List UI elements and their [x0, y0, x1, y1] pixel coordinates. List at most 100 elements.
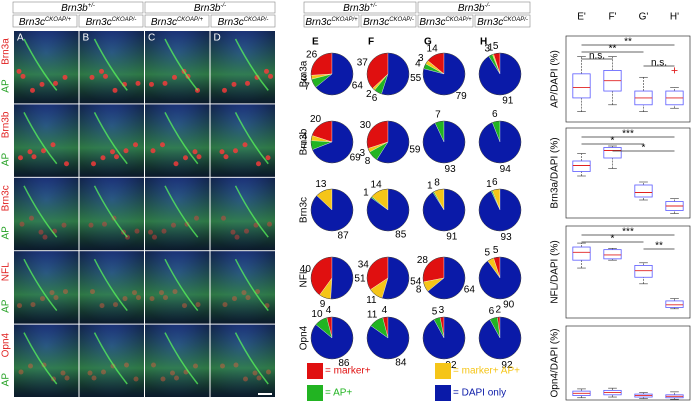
pie-label: 37: [357, 58, 369, 69]
column-header-sup: CKOAP/+: [331, 17, 358, 23]
pie-label: 1: [363, 187, 369, 198]
cell: [230, 229, 236, 235]
cell: [63, 289, 68, 295]
cell: [64, 161, 69, 167]
cell: [266, 369, 271, 375]
column-header-base: Brn3c: [218, 17, 244, 28]
cell: [151, 362, 156, 368]
process: [164, 258, 199, 312]
micrograph-signal: [145, 177, 210, 251]
process: [23, 38, 58, 91]
column-header-base: Brn3c: [363, 17, 389, 28]
scale-bar: [258, 393, 272, 395]
cell: [27, 149, 33, 155]
cell: [196, 154, 202, 160]
legend-label: = marker+ AP+: [453, 366, 520, 377]
pie-label: 8: [416, 285, 422, 296]
row-label: Opn4: [299, 325, 310, 350]
pie-label: 87: [338, 230, 350, 241]
pie-label: 84: [395, 358, 407, 369]
row-label: NFL: [1, 262, 12, 281]
cell: [150, 148, 156, 154]
y-axis-label: NFL/DAPI (%): [550, 240, 561, 303]
micrograph-signal: [145, 324, 210, 397]
cell: [100, 155, 106, 161]
cell: [38, 229, 44, 235]
column-header-sup: CKOAP/+: [45, 17, 72, 23]
pie-label: 7: [302, 141, 308, 152]
significance-label: *: [611, 234, 615, 245]
header-box: [303, 14, 360, 28]
header-box: [144, 14, 210, 28]
genotype-header: Brn3b+/-: [61, 3, 95, 14]
pie-label: 91: [502, 96, 514, 107]
cell: [61, 222, 67, 228]
box: [634, 265, 653, 278]
cell: [231, 81, 237, 87]
process: [93, 332, 128, 385]
cell: [242, 142, 248, 148]
process: [93, 112, 128, 165]
panel-letter: B: [83, 33, 90, 44]
header-box: [210, 14, 276, 28]
legend-swatch: [435, 363, 451, 379]
pie-outline: [310, 188, 354, 232]
column-header: Brn3cCKOAP/+: [305, 17, 358, 28]
cell: [62, 74, 68, 80]
row-label: AP: [1, 373, 12, 387]
micrograph-signal: [14, 324, 79, 397]
process: [234, 332, 269, 385]
genotype-header-base: Brn3b: [61, 3, 88, 14]
box: [572, 246, 591, 261]
cell: [87, 370, 93, 376]
process: [93, 185, 128, 238]
cell: [39, 81, 45, 87]
micrograph-signal: [79, 177, 144, 251]
cell: [172, 289, 178, 295]
header-box: [303, 1, 417, 14]
cell: [232, 296, 237, 302]
pie-outline: [478, 52, 522, 96]
plot-frame: [565, 127, 691, 219]
pie-outline: [422, 188, 466, 232]
pie-label: 26: [306, 49, 318, 60]
pie-outline: [422, 256, 466, 300]
category-label: G': [639, 12, 649, 23]
process: [164, 38, 199, 91]
y-axis-label: Brn3a/DAPI (%): [550, 137, 561, 208]
micrograph-signal: [79, 31, 144, 104]
pie-label: 11: [366, 295, 377, 306]
cell: [114, 154, 119, 160]
cell: [264, 68, 269, 74]
pie-label: 8: [434, 178, 440, 189]
cell: [112, 87, 118, 93]
pie-label: 93: [445, 164, 457, 175]
pie-label: 34: [358, 259, 370, 270]
cell: [18, 369, 24, 375]
header-box: [144, 1, 276, 14]
column-header-sup: CKOAP/-: [389, 17, 414, 23]
process: [93, 38, 128, 91]
pie-label: 1: [488, 42, 494, 53]
genotype-header-base: Brn3b: [194, 3, 221, 14]
cell: [267, 221, 272, 227]
cell: [18, 155, 23, 161]
pie-label: 4: [415, 58, 421, 69]
pie-label: 5: [493, 245, 499, 256]
column-header-sup: CKOAP/-: [244, 17, 269, 23]
pie-label: 6: [492, 177, 498, 188]
pie-label: 3: [439, 305, 445, 316]
significance-label: n.s.: [589, 51, 605, 62]
outlier: [671, 67, 678, 74]
pie-label: 5: [432, 306, 438, 317]
pie-label: 51: [354, 274, 366, 285]
pie-label: 30: [360, 120, 372, 131]
micrograph-signal: [210, 31, 275, 104]
cell: [223, 154, 229, 160]
pie-label: 92: [445, 360, 457, 371]
column-letter: H: [480, 37, 487, 48]
box: [603, 147, 622, 159]
pie-label: 54: [410, 277, 422, 288]
cell: [135, 80, 141, 86]
